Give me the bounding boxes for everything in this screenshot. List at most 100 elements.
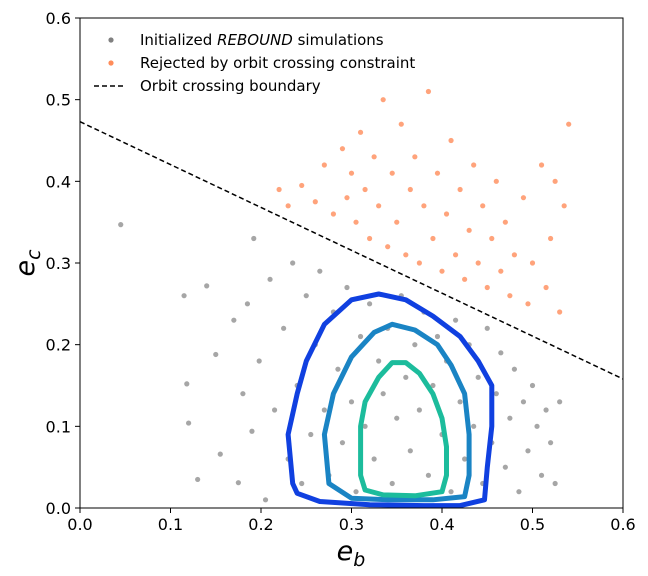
x-axis-ticks: 0.0 0.1 0.2 0.3 0.4 0.5 0.6 [67, 508, 636, 534]
rejected-point [525, 301, 531, 307]
y-axis-label: ec [10, 249, 45, 277]
legend-accepted-pre: Initialized [140, 31, 217, 49]
accepted-point [267, 276, 273, 282]
accepted-point [251, 235, 257, 242]
x-tick-label: 0.0 [67, 515, 92, 534]
accepted-point [376, 358, 382, 364]
y-tick-label: 0.6 [46, 9, 71, 28]
y-axis-label-sub: c [23, 249, 45, 260]
density-contour-2 [321, 321, 472, 503]
rejected-point [498, 268, 504, 274]
rejected-point [452, 252, 459, 258]
rejected-point [480, 203, 486, 209]
rejected-point [507, 293, 513, 299]
y-tick-label: 0.2 [46, 336, 71, 355]
rejected-point [439, 268, 445, 274]
contour-layer [285, 291, 495, 508]
rejected-point [362, 186, 368, 193]
accepted-point [403, 374, 409, 380]
rejected-point [457, 186, 463, 193]
y-tick-label: 0.4 [46, 172, 71, 191]
rejected-point [489, 235, 495, 242]
rejected-point [276, 186, 282, 193]
rejected-point [552, 178, 558, 184]
rejected-point [376, 203, 382, 209]
accepted-point [548, 440, 554, 446]
rejected-point [466, 227, 472, 233]
rejected-point [407, 186, 413, 193]
legend: Initialized REBOUND simulations Rejected… [94, 31, 415, 95]
accepted-point [231, 317, 237, 323]
legend-label-accepted: Initialized REBOUND simulations [140, 31, 384, 49]
accepted-point [371, 456, 377, 462]
accepted-point [353, 489, 359, 495]
rejected-point [511, 252, 517, 258]
accepted-point [321, 407, 327, 413]
rejected-point [529, 260, 536, 266]
y-axis-ticks: 0.0 0.1 0.2 0.3 0.4 0.5 0.6 [46, 9, 80, 518]
rejected-point [367, 235, 373, 242]
legend-label-rejected: Rejected by orbit crossing constraint [140, 54, 415, 72]
accepted-point [217, 451, 223, 457]
accepted-point [357, 333, 364, 340]
accepted-point [380, 391, 386, 397]
accepted-point [529, 382, 536, 389]
accepted-point [552, 480, 558, 487]
accepted-point [303, 293, 309, 299]
legend-marker-accepted [108, 37, 114, 43]
rejected-point [312, 199, 318, 205]
x-tick-label: 0.4 [429, 515, 454, 534]
accepted-point [348, 399, 355, 405]
y-tick-label: 0.5 [46, 91, 71, 110]
accepted-point [308, 431, 314, 438]
accepted-point [516, 489, 522, 495]
x-tick-label: 0.2 [248, 515, 273, 534]
rejected-point [502, 219, 508, 225]
rejected-point [475, 260, 481, 266]
accepted-point [339, 440, 346, 446]
accepted-point [484, 325, 490, 331]
rejected-point [471, 162, 477, 168]
accepted-point [118, 222, 124, 228]
accepted-point [434, 333, 441, 340]
accepted-point [471, 423, 477, 429]
accepted-point [181, 293, 187, 299]
rejected-point [434, 170, 441, 176]
accepted-point [493, 391, 499, 397]
x-axis-label-main: e [337, 536, 354, 567]
rejected-point [330, 211, 336, 217]
accepted-point [407, 448, 413, 454]
y-axis-label-main: e [10, 260, 41, 277]
y-tick-label: 0.3 [46, 254, 71, 273]
accepted-point [299, 480, 305, 487]
rejected-point [348, 170, 355, 176]
accepted-point [213, 351, 219, 358]
accepted-point [543, 407, 549, 413]
accepted-point [244, 301, 251, 307]
accepted-point [344, 284, 350, 291]
accepted-point [425, 472, 432, 478]
accepted-point [367, 301, 373, 307]
accepted-point [534, 423, 540, 429]
rejected-point [403, 252, 409, 258]
accepted-point [256, 358, 262, 364]
accepted-point [452, 317, 459, 323]
accepted-point [389, 480, 395, 487]
accepted-point [520, 399, 527, 405]
rejected-point [543, 284, 549, 291]
accepted-point [249, 428, 255, 434]
rejected-point [520, 195, 527, 201]
accepted-point [240, 391, 246, 397]
rejected-point [425, 88, 432, 95]
accepted-point [507, 415, 513, 421]
rejected-point [421, 203, 427, 209]
x-axis-label: eb [337, 536, 366, 571]
legend-label-boundary: Orbit crossing boundary [140, 77, 321, 95]
rejected-point [493, 178, 499, 184]
rejected-point [430, 235, 436, 242]
rejected-point [321, 162, 327, 168]
x-tick-label: 0.5 [520, 515, 545, 534]
points-layer [118, 88, 572, 503]
legend-accepted-em: REBOUND [217, 31, 293, 49]
rejected-point [448, 137, 454, 144]
